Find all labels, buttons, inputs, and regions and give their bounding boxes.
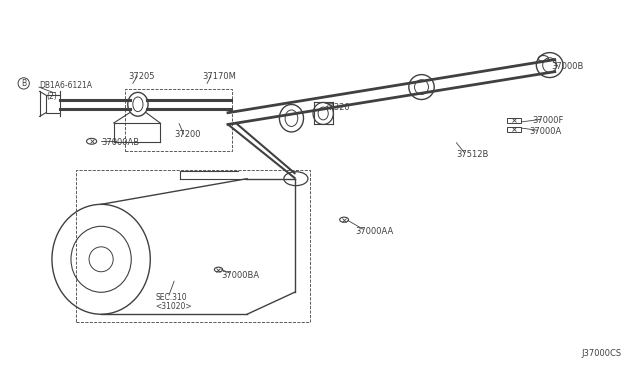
Text: B: B — [21, 79, 26, 88]
Text: 37205: 37205 — [129, 71, 155, 81]
Text: (2): (2) — [46, 92, 57, 101]
Text: SEC.310: SEC.310 — [155, 293, 187, 302]
Text: 37000AB: 37000AB — [101, 138, 140, 147]
Bar — [76, 170, 310, 321]
Text: 37000AA: 37000AA — [355, 227, 393, 236]
Text: 37170M: 37170M — [203, 71, 237, 81]
Text: 37320: 37320 — [323, 103, 350, 112]
Bar — [507, 126, 521, 132]
Text: DB1A6-6121A: DB1A6-6121A — [40, 81, 93, 90]
Bar — [46, 95, 60, 113]
Bar — [507, 118, 521, 123]
Text: <31020>: <31020> — [155, 302, 191, 311]
Text: 37000B: 37000B — [552, 62, 584, 71]
Text: 37200: 37200 — [174, 130, 200, 139]
Text: 37000F: 37000F — [532, 116, 564, 125]
Text: 37512B: 37512B — [456, 150, 489, 159]
Text: 37000BA: 37000BA — [221, 271, 260, 280]
Text: 37000A: 37000A — [529, 126, 562, 135]
Bar — [125, 89, 232, 151]
Text: J37000CS: J37000CS — [581, 349, 621, 358]
